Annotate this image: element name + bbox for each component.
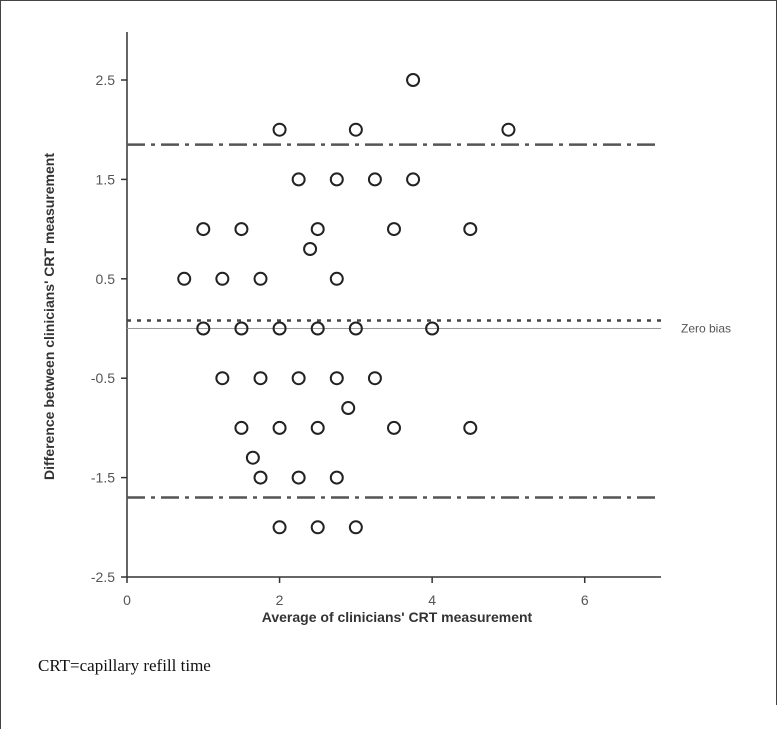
- frame-bottom-edge: [0, 705, 1, 729]
- data-point: [329, 172, 344, 187]
- data-point: [310, 520, 325, 535]
- data-point: [291, 470, 306, 485]
- data-point: [387, 420, 401, 435]
- data-points: [177, 73, 516, 535]
- data-point: [253, 371, 268, 386]
- data-point: [215, 271, 230, 286]
- data-point: [329, 470, 344, 485]
- data-point: [463, 222, 478, 237]
- data-point: [245, 450, 260, 465]
- data-point: [387, 222, 401, 237]
- data-point: [501, 122, 516, 137]
- x-tick-label: 2: [276, 592, 284, 608]
- data-point: [253, 470, 268, 485]
- data-point: [234, 321, 249, 336]
- data-point: [253, 271, 268, 286]
- data-point: [310, 222, 325, 237]
- data-point: [291, 172, 306, 187]
- tick-labels: -2.5 -1.5 -0.5 0.5 1.5 2.5 0 2 4 6: [91, 72, 589, 608]
- data-point: [272, 420, 287, 435]
- y-axis-title: Difference between clinicians' CRT measu…: [41, 153, 57, 480]
- data-point: [348, 520, 363, 535]
- figure-caption: CRT=capillary refill time: [38, 656, 211, 675]
- data-point: [329, 371, 344, 386]
- y-tick-label: -2.5: [91, 569, 115, 585]
- y-tick-label: 1.5: [96, 171, 116, 187]
- data-point: [272, 321, 287, 336]
- y-tick-label: -1.5: [91, 470, 115, 486]
- data-point: [348, 321, 363, 336]
- data-point: [234, 420, 249, 435]
- data-point: [272, 122, 287, 137]
- data-point: [367, 172, 382, 187]
- data-point: [303, 241, 318, 256]
- reference-lines: [127, 143, 661, 499]
- data-point: [310, 420, 325, 435]
- data-point: [196, 321, 211, 336]
- data-point: [272, 520, 287, 535]
- x-tick-label: 0: [123, 592, 131, 608]
- y-tick-label: 2.5: [96, 72, 116, 88]
- data-point: [425, 321, 440, 336]
- data-point: [463, 420, 478, 435]
- data-point: [329, 271, 344, 286]
- figure-frame: [0, 0, 777, 705]
- data-point: [215, 371, 230, 386]
- data-point: [367, 371, 382, 386]
- x-axis-title: Average of clinicians' CRT measurement: [262, 609, 533, 625]
- y-tick-label: 0.5: [96, 271, 116, 287]
- data-point: [291, 371, 306, 386]
- data-point: [177, 271, 192, 286]
- x-tick-label: 4: [428, 592, 436, 608]
- data-point: [196, 222, 211, 237]
- data-point: [310, 321, 325, 336]
- data-point: [341, 401, 356, 416]
- data-point: [406, 172, 421, 187]
- data-point: [406, 73, 421, 87]
- axes: [121, 32, 661, 583]
- y-tick-label: -0.5: [91, 370, 115, 386]
- data-point: [348, 122, 363, 137]
- data-point: [234, 222, 249, 237]
- bland-altman-chart: -2.5 -1.5 -0.5 0.5 1.5 2.5 0 2 4 6 Average of cli…: [41, 32, 731, 625]
- zero-bias-label: Zero bias: [681, 322, 731, 336]
- x-tick-label: 6: [581, 592, 589, 608]
